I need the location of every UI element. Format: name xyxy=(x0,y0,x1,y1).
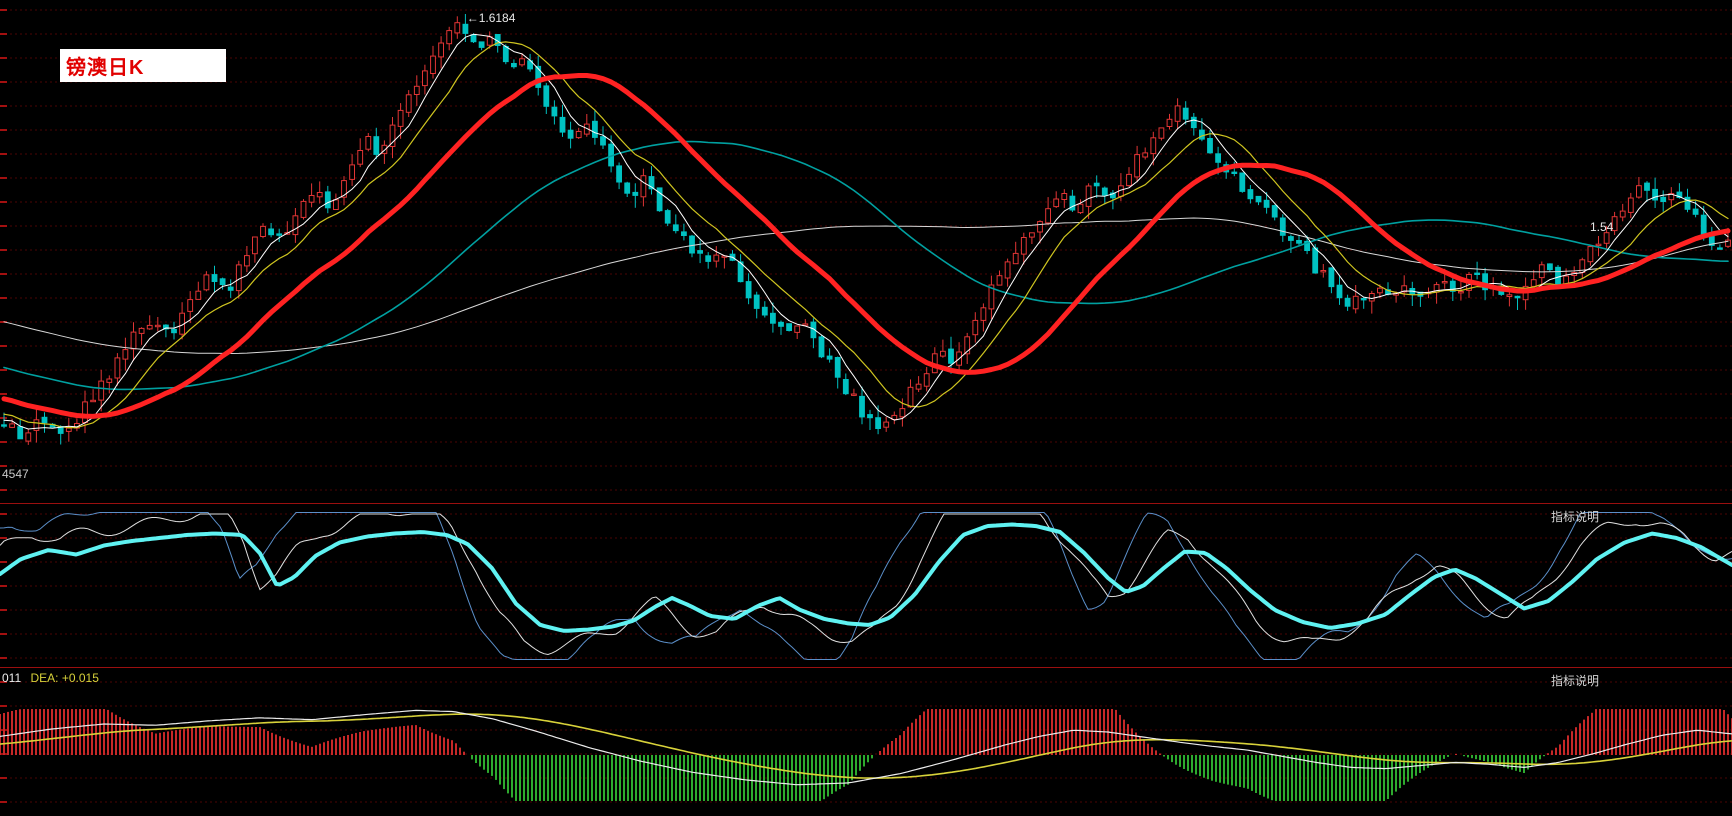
macd-dif-value: 011 xyxy=(2,671,22,685)
chart-title: 镑澳日K xyxy=(66,57,145,79)
low-price-annotation: 4547 xyxy=(2,467,29,482)
indicator-help-link-oscillator[interactable]: 指标说明 xyxy=(1551,510,1600,524)
oscillator-indicator-chart[interactable] xyxy=(0,505,1732,667)
panel-separator-2 xyxy=(0,667,1732,668)
macd-dea-value: DEA: +0.015 xyxy=(30,671,99,685)
candlestick-chart[interactable] xyxy=(0,0,1732,503)
macd-values-label: 011 DEA: +0.015 xyxy=(2,671,99,685)
macd-indicator-chart[interactable] xyxy=(0,669,1732,816)
peak-price-annotation: ←1.6184 xyxy=(466,10,516,25)
chart-title-box: 镑澳日K xyxy=(60,49,226,82)
panel-separator-1 xyxy=(0,503,1732,504)
indicator-help-link-macd[interactable]: 指标说明 xyxy=(1551,674,1600,688)
last-price-annotation: 1.54 xyxy=(1589,220,1614,235)
